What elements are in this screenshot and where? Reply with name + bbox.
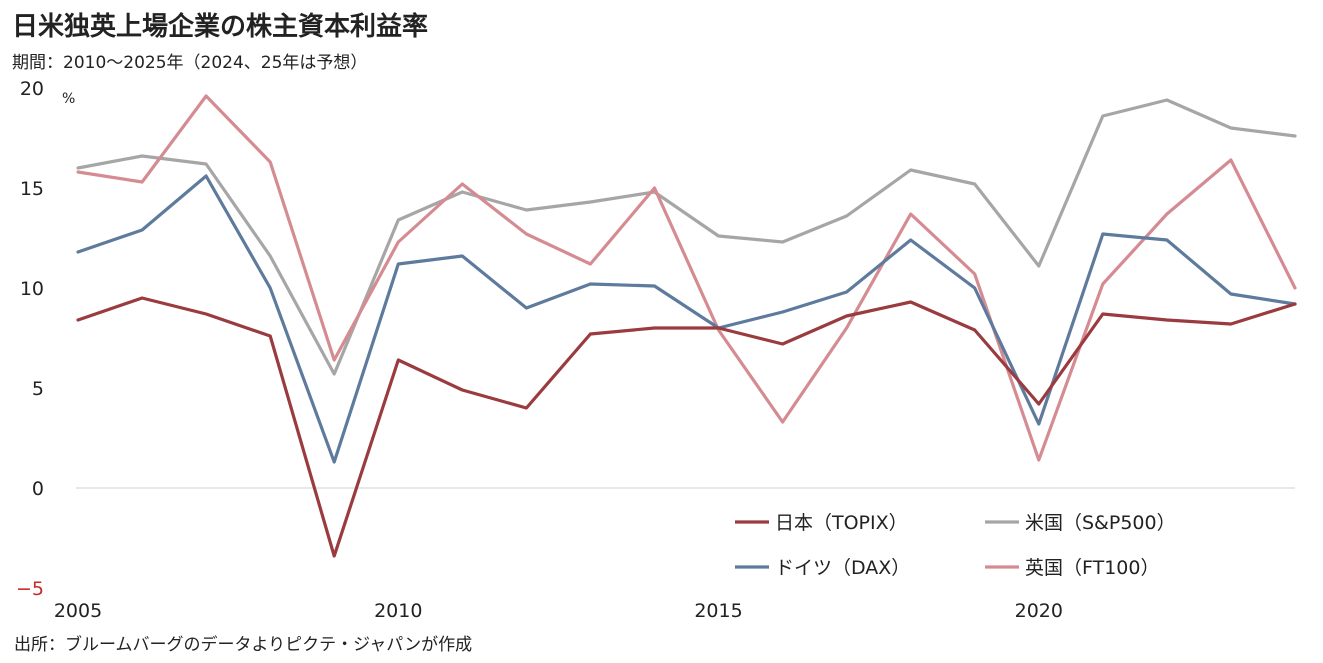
y-tick-label: 15 <box>20 178 44 200</box>
legend-label: ドイツ（DAX） <box>775 557 910 579</box>
legend-label: 英国（FT100） <box>1025 557 1159 579</box>
chart-legend: 日本（TOPIX） 米国（S&P500） ドイツ（DAX） 英国（FT100） <box>735 512 1176 579</box>
chart-title: 日米独英上場企業の株主資本利益率 <box>12 12 429 42</box>
legend-label: 日本（TOPIX） <box>775 512 908 534</box>
series-line <box>76 98 1297 376</box>
series-line <box>76 94 1297 462</box>
y-unit-label: % <box>62 91 75 107</box>
y-tick-label: 5 <box>32 378 44 400</box>
y-tick-label: 10 <box>20 278 44 300</box>
y-tick-label: 20 <box>20 78 44 100</box>
chart-subtitle: 期間：2010～2025年（2024、25年は予想） <box>12 53 368 73</box>
y-tick-label: −5 <box>16 578 44 600</box>
x-tick-label: 2005 <box>54 600 102 622</box>
legend-label: 米国（S&P500） <box>1025 512 1176 534</box>
series-lines <box>76 94 1297 558</box>
x-tick-label: 2020 <box>1015 600 1063 622</box>
x-tick-label: 2015 <box>694 600 742 622</box>
x-tick-label: 2010 <box>374 600 422 622</box>
series-line <box>76 174 1297 464</box>
y-tick-label: 0 <box>32 478 44 500</box>
series-line <box>76 296 1297 558</box>
source-note: 出所：ブルームバーグのデータよりピクテ・ジャパンが作成 <box>14 635 473 655</box>
